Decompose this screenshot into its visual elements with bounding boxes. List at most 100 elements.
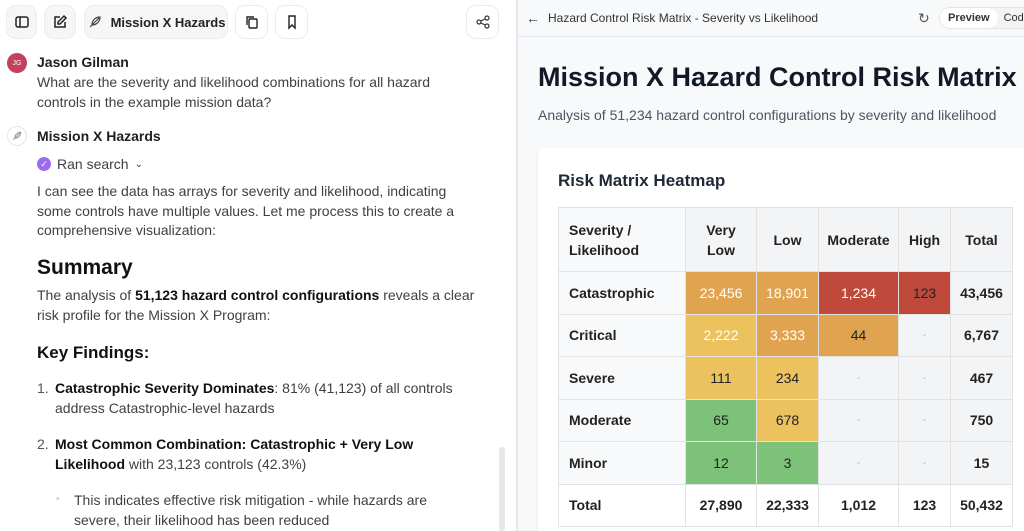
copy-icon xyxy=(245,16,258,29)
finding-item: 1. Catastrophic Severity Dominates: 81% (… xyxy=(37,378,487,418)
heatmap-cell: 65 xyxy=(685,398,757,442)
heatmap-cell: 678 xyxy=(756,398,819,442)
column-header: Moderate xyxy=(818,207,899,272)
row-total: 467 xyxy=(950,356,1013,400)
table-row: Moderate 65 678- -750 xyxy=(558,398,1013,442)
heatmap-cell: - xyxy=(898,313,951,357)
heatmap-cell: - xyxy=(898,356,951,400)
column-total: 1,012 xyxy=(818,483,899,527)
column-header: High xyxy=(898,207,951,272)
chat-panel: Mission X Hazards JG Jason Gilman What a… xyxy=(6,5,505,531)
artifact-header-title: Hazard Control Risk Matrix - Severity vs… xyxy=(548,11,819,25)
project-label: Mission X Hazards xyxy=(110,14,226,30)
summary-bold: 51,123 hazard control configurations xyxy=(135,287,380,303)
assistant-avatar xyxy=(7,126,27,146)
heatmap-cell: 1,234 xyxy=(818,271,899,315)
back-arrow-icon[interactable]: ← xyxy=(526,10,540,26)
edit-icon xyxy=(54,14,68,28)
heatmap-cell: 3,333 xyxy=(756,313,819,357)
list-number: 2. xyxy=(37,436,49,452)
bullet-icon: • xyxy=(56,494,60,505)
bullet-item: • This indicates effective risk mitigatio… xyxy=(56,490,476,530)
artifact-title: Mission X Hazard Control Risk Matrix xyxy=(538,62,1017,92)
tool-status-toggle[interactable]: ✓ Ran search ⌄ xyxy=(37,156,143,172)
column-header: Very Low xyxy=(685,207,757,272)
grand-total: 50,432 xyxy=(950,483,1013,527)
corner-header: Severity / Likelihood xyxy=(558,207,686,272)
heatmap-cell: 18,901 xyxy=(756,271,819,315)
heatmap-cell: - xyxy=(818,441,899,485)
summary-heading: Summary xyxy=(37,256,133,279)
assistant-intro: I can see the data has arrays for severi… xyxy=(37,183,455,238)
heatmap-cell: 123 xyxy=(898,271,951,315)
feather-icon xyxy=(89,16,101,28)
refresh-icon[interactable]: ↻ xyxy=(918,9,930,26)
totals-row: Total 27,890 22,333 1,012 123 50,432 xyxy=(558,483,1013,527)
heatmap-cell: - xyxy=(818,356,899,400)
artifact-header: ← Hazard Control Risk Matrix - Severity … xyxy=(518,0,1024,37)
finding-bold: Most Common Combination xyxy=(55,436,242,452)
bookmark-button[interactable] xyxy=(275,5,308,39)
row-label: Minor xyxy=(558,441,686,485)
artifact-subtitle: Analysis of 51,234 hazard control config… xyxy=(538,107,997,123)
finding-text: : 81% (41,123) of all controls address C… xyxy=(55,380,453,416)
chevron-down-icon: ⌄ xyxy=(134,158,143,170)
row-total: 750 xyxy=(950,398,1013,442)
preview-tab[interactable]: Preview xyxy=(940,8,998,28)
heatmap-cell: - xyxy=(898,398,951,442)
heatmap-cell: 2,222 xyxy=(685,313,757,357)
feather-icon xyxy=(12,131,22,141)
findings-heading: Key Findings: xyxy=(37,343,150,362)
code-tab[interactable]: Code xyxy=(1003,12,1024,24)
row-total: 6,767 xyxy=(950,313,1013,357)
row-label: Severe xyxy=(558,356,686,400)
table-row: Minor 12 3- -15 xyxy=(558,441,1013,485)
column-total: 123 xyxy=(898,483,951,527)
heatmap-cell: - xyxy=(898,441,951,485)
heatmap-cell: 111 xyxy=(685,356,757,400)
tool-status-label: Ran search xyxy=(57,156,129,172)
column-total: 27,890 xyxy=(685,483,757,527)
copy-button[interactable] xyxy=(235,5,268,39)
finding-bold-2: Catastrophic + Very Low Likelihood xyxy=(55,436,414,472)
heatmap-cell: 3 xyxy=(756,441,819,485)
heatmap-cell: 12 xyxy=(685,441,757,485)
row-total: 43,456 xyxy=(950,271,1013,315)
summary-text: The analysis of 51,123 hazard control co… xyxy=(37,286,477,325)
project-button[interactable]: Mission X Hazards xyxy=(84,5,228,39)
card-title: Risk Matrix Heatmap xyxy=(558,171,726,190)
new-chat-button[interactable] xyxy=(44,5,76,39)
table-row: Critical 2,222 3,333 44-6,767 xyxy=(558,313,1013,357)
column-total: 22,333 xyxy=(756,483,819,527)
row-label: Critical xyxy=(558,313,686,357)
sidebar-icon xyxy=(14,16,29,28)
summary-pre: The analysis of xyxy=(37,287,136,303)
share-button[interactable] xyxy=(466,5,499,39)
sidebar-toggle-button[interactable] xyxy=(6,5,37,39)
panel-divider[interactable] xyxy=(516,0,518,531)
share-icon xyxy=(475,15,490,29)
bookmark-icon xyxy=(287,15,296,30)
scrollbar[interactable] xyxy=(499,447,505,531)
row-label: Moderate xyxy=(558,398,686,442)
heatmap-cell: 23,456 xyxy=(685,271,757,315)
risk-matrix-table: Severity / Likelihood Very Low Low Modera… xyxy=(558,207,1013,527)
table-row: Severe 111 234- -467 xyxy=(558,356,1013,400)
heatmap-cell: 44 xyxy=(818,313,899,357)
view-toggle: Preview Code xyxy=(939,7,1024,29)
column-header: Total xyxy=(950,207,1013,272)
row-total: 15 xyxy=(950,441,1013,485)
heatmap-cell: - xyxy=(818,398,899,442)
row-label: Total xyxy=(558,483,686,527)
finding-item: 2. Most Common Combination: Catastrophic … xyxy=(37,436,414,472)
avatar: JG xyxy=(7,53,27,73)
bullet-text: This indicates effective risk mitigation… xyxy=(74,492,428,528)
table-row: Catastrophic 23,456 18,901 1,234 123 43,456 xyxy=(558,271,1013,315)
column-header: Low xyxy=(756,207,819,272)
assistant-name: Mission X Hazards xyxy=(37,128,161,144)
finding-text: with 23,123 controls (42.3%) xyxy=(125,456,307,472)
user-name: Jason Gilman xyxy=(37,54,129,70)
list-number: 1. xyxy=(37,380,49,396)
heatmap-card: Risk Matrix Heatmap Severity / Likelihood… xyxy=(538,148,1024,531)
artifact-panel: ← Hazard Control Risk Matrix - Severity … xyxy=(518,0,1024,531)
